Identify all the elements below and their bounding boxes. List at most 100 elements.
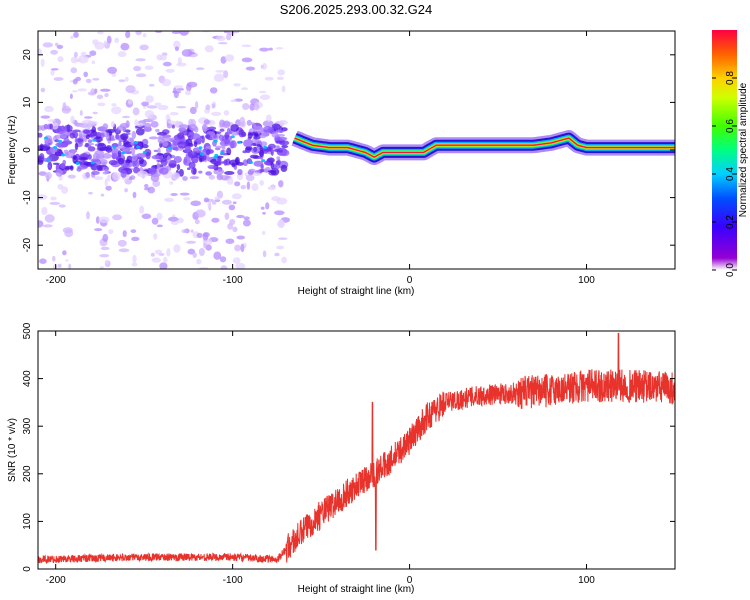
noise-blob xyxy=(274,252,280,257)
noise-blob xyxy=(44,135,53,144)
noise-blob xyxy=(130,229,137,234)
noise-blob xyxy=(45,171,52,180)
noise-blob xyxy=(198,248,205,256)
noise-blob xyxy=(141,101,150,107)
noise-blob xyxy=(230,124,239,132)
noise-blob xyxy=(174,85,184,89)
noise-blob xyxy=(275,134,286,137)
noise-blob xyxy=(170,193,178,196)
noise-blob xyxy=(231,193,242,200)
noise-blob xyxy=(159,167,169,175)
noise-blob xyxy=(127,99,133,105)
noise-blob xyxy=(83,119,93,125)
noise-blob xyxy=(73,51,78,58)
noise-blob xyxy=(176,164,181,171)
noise-blob xyxy=(160,158,168,166)
colorbar-tick-label: 0.6 xyxy=(725,119,736,133)
noise-blob xyxy=(219,256,227,263)
noise-blob xyxy=(49,123,53,130)
noise-blob xyxy=(86,211,90,220)
noise-blob xyxy=(223,110,230,116)
noise-blob xyxy=(131,262,138,267)
noise-blob xyxy=(238,129,245,138)
noise-blob xyxy=(138,157,144,165)
noise-blob xyxy=(70,115,75,124)
noise-blob xyxy=(118,248,130,253)
noise-blob xyxy=(276,197,288,205)
noise-blob xyxy=(260,206,265,210)
heatmap-ticks xyxy=(38,31,675,269)
noise-blob xyxy=(166,122,173,129)
noise-blob xyxy=(151,217,159,225)
noise-blob xyxy=(228,159,240,166)
snr-x-tick-label: 100 xyxy=(578,575,595,586)
noise-blob xyxy=(67,174,76,179)
noise-blob xyxy=(171,31,181,34)
noise-blob xyxy=(120,169,127,178)
noise-blob xyxy=(89,50,97,56)
noise-blob xyxy=(205,104,211,110)
noise-blob xyxy=(240,243,245,253)
noise-blob xyxy=(222,147,226,150)
noise-blob xyxy=(42,224,53,228)
noise-blob xyxy=(169,181,174,185)
noise-blob xyxy=(151,257,161,263)
noise-blob xyxy=(247,132,253,139)
noise-blob xyxy=(55,126,67,135)
snr-x-axis-label: Height of straight line (km) xyxy=(298,584,415,595)
noise-blob xyxy=(259,149,265,158)
noise-blob xyxy=(49,201,61,205)
snr-y-tick-label: 200 xyxy=(22,465,33,482)
noise-blob xyxy=(230,130,241,136)
noise-blob xyxy=(253,135,261,140)
noise-blob xyxy=(87,139,93,144)
noise-blob xyxy=(176,106,187,109)
noise-blob xyxy=(87,146,96,152)
noise-blob xyxy=(265,202,270,210)
noise-blob xyxy=(234,244,241,252)
noise-blob xyxy=(214,147,221,151)
noise-blob xyxy=(245,66,255,71)
noise-blob xyxy=(63,149,69,154)
noise-blob xyxy=(156,212,163,221)
noise-blob xyxy=(75,76,81,82)
noise-highlight xyxy=(213,139,218,143)
noise-highlight xyxy=(263,145,268,149)
noise-blob xyxy=(278,149,283,153)
noise-blob xyxy=(97,142,107,152)
noise-blob xyxy=(262,120,274,128)
noise-blob xyxy=(144,122,152,130)
noise-blob xyxy=(38,220,44,228)
noise-blob xyxy=(133,166,140,174)
noise-blob xyxy=(280,164,288,172)
noise-blob xyxy=(281,85,286,93)
noise-blob xyxy=(207,164,218,169)
noise-blob xyxy=(102,161,107,166)
noise-blob xyxy=(258,90,267,94)
snr-x-tick-label: -100 xyxy=(223,575,243,586)
noise-blob xyxy=(120,42,130,51)
noise-blob xyxy=(100,246,110,251)
noise-blob xyxy=(72,131,79,139)
noise-highlight xyxy=(168,146,173,150)
noise-highlight xyxy=(220,151,225,155)
noise-blob xyxy=(68,263,72,269)
noise-blob xyxy=(177,141,188,149)
noise-blob xyxy=(232,226,238,232)
noise-blob xyxy=(241,44,252,48)
noise-blob xyxy=(232,201,237,205)
noise-blob xyxy=(117,239,127,247)
noise-blob xyxy=(168,160,177,169)
noise-blob xyxy=(179,192,190,196)
noise-blob xyxy=(135,127,145,136)
noise-blob xyxy=(100,88,111,92)
noise-blob xyxy=(110,134,115,141)
noise-blob xyxy=(111,121,115,128)
noise-blob xyxy=(92,111,98,115)
noise-blob xyxy=(254,132,258,136)
noise-blob xyxy=(97,164,108,168)
noise-blob xyxy=(178,124,189,129)
noise-blob xyxy=(43,123,49,130)
noise-blob xyxy=(253,103,260,111)
noise-blob xyxy=(104,168,109,174)
